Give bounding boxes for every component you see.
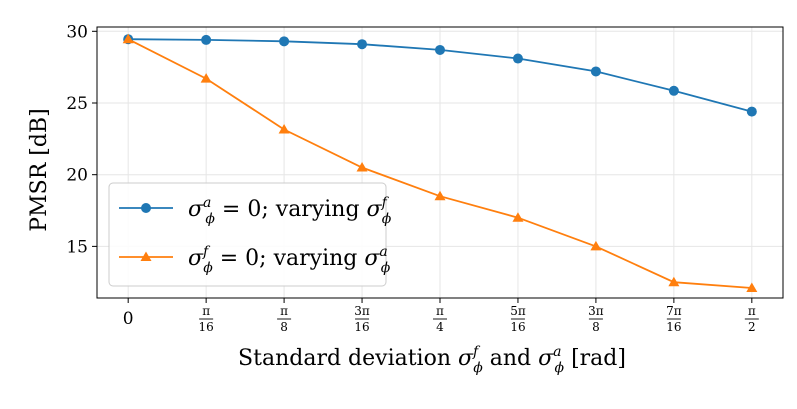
x-tick-denominator: 16 (198, 320, 213, 334)
data-point-series-1 (435, 44, 445, 55)
legend-label-series-1: σa ϕ = 0; varying σf ϕ (188, 195, 392, 227)
legend-label-series-2: σf ϕ = 0; varying σa ϕ (188, 244, 391, 276)
legend-box (108, 182, 387, 287)
legend-marker-series-1 (141, 203, 151, 213)
x-tick-label: 3π8 (588, 304, 604, 334)
legend-marker-series-2 (140, 251, 152, 261)
x-tick-denominator: 16 (666, 320, 681, 334)
y-axis-label: PMSR [dB] (27, 108, 52, 231)
x-tick-numerator: 3π (354, 304, 370, 318)
data-point-series-2 (278, 124, 290, 134)
x-tick-label: π8 (277, 304, 292, 334)
y-tick-label: 30 (66, 22, 88, 42)
data-point-series-2 (746, 282, 758, 292)
x-tick-denominator: 16 (354, 320, 369, 334)
data-point-series-1 (279, 36, 290, 47)
grid-lines (97, 27, 783, 298)
data-point-series-1 (746, 106, 757, 117)
data-point-series-2 (122, 33, 134, 44)
x-tick-denominator: 4 (436, 320, 444, 334)
data-point-series-1 (201, 34, 212, 45)
x-tick-numerator: π (436, 304, 444, 318)
x-tick-numerator: π (748, 304, 756, 318)
data-point-series-2 (200, 73, 212, 83)
x-tick-denominator: 8 (592, 320, 600, 334)
data-point-series-2 (356, 162, 368, 172)
data-point-series-2 (434, 190, 446, 201)
y-axis: 15 20 25 30 (66, 22, 97, 257)
x-tick-numerator: π (280, 304, 288, 318)
x-tick-numerator: 3π (588, 304, 604, 318)
y-tick-label: 15 (66, 237, 88, 257)
x-tick-numerator: 5π (510, 304, 526, 318)
x-tick-denominator: 2 (748, 320, 756, 334)
data-point-series-1 (590, 66, 601, 77)
x-tick-numerator: 7π (666, 304, 682, 318)
data-point-series-1 (512, 53, 523, 64)
y-tick-label: 25 (66, 94, 88, 114)
y-tick-label: 20 (66, 166, 88, 186)
x-tick-label: π2 (744, 304, 759, 334)
x-tick-label: π 16 (198, 304, 213, 334)
x-tick-denominator: 8 (280, 320, 288, 334)
x-tick-label: 0 (123, 309, 134, 329)
x-tick-denominator: 16 (510, 320, 525, 334)
data-point-series-2 (590, 240, 602, 251)
x-tick-label: π4 (433, 304, 447, 334)
data-point-series-1 (357, 39, 368, 50)
x-axis-label: Standard deviation σf ϕ and σa ϕ [rad] (238, 344, 626, 376)
data-point-series-2 (512, 212, 524, 222)
series-layer (122, 33, 758, 292)
x-tick-numerator: π (202, 304, 210, 318)
legend: σa ϕ = 0; varying σf ϕ σf ϕ = 0; varying σa… (108, 182, 392, 287)
data-point-series-2 (668, 276, 680, 287)
data-point-series-1 (668, 85, 679, 96)
